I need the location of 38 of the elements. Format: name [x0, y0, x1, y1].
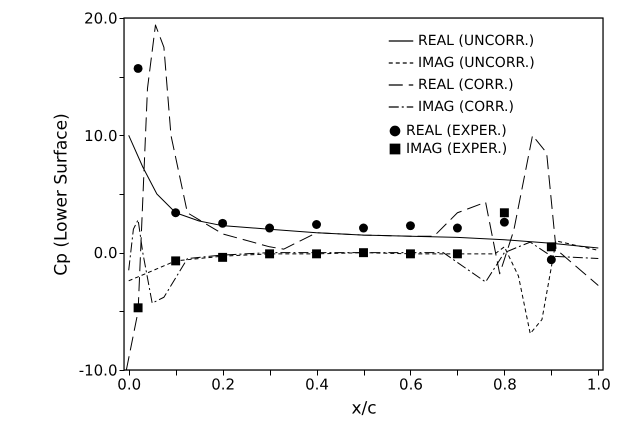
- point: [406, 249, 415, 258]
- point: [134, 303, 143, 312]
- point: [359, 248, 368, 258]
- point: [546, 242, 556, 252]
- point: [265, 224, 274, 232]
- legend-label: IMAG (CORR.): [418, 99, 514, 115]
- point: [312, 249, 322, 258]
- point: [218, 252, 228, 262]
- point: [500, 218, 509, 227]
- point: [171, 256, 180, 266]
- y-tick-label: 10.0: [84, 126, 118, 145]
- point: [406, 221, 415, 230]
- point: [171, 208, 180, 218]
- point: [500, 208, 509, 218]
- y-axis-title: Cp (Lower Surface): [52, 113, 72, 276]
- legend-label: REAL (CORR.): [418, 77, 514, 93]
- point: [452, 224, 462, 232]
- x-tick-label: 0.8: [492, 376, 517, 394]
- x-tick-label: 1.0: [586, 376, 611, 394]
- point: [312, 220, 322, 229]
- y-tick-label: 0.0: [94, 244, 118, 262]
- point: [265, 249, 274, 258]
- point: [359, 224, 368, 232]
- point: [546, 255, 556, 264]
- x-tick-label: 0.4: [305, 376, 329, 394]
- legend-label: REAL (EXPER.): [406, 123, 507, 139]
- legend-label: IMAG (UNCORR.): [418, 55, 535, 71]
- point: [134, 64, 143, 73]
- y-tick-label: 20.0: [84, 10, 118, 28]
- x-tick-label: 0.2: [211, 376, 236, 394]
- x-axis-title: x/c: [351, 398, 377, 418]
- x-tick-label: 0.0: [117, 376, 142, 394]
- x-tick-label: 0.6: [399, 376, 423, 394]
- legend-label: REAL (UNCORR.): [418, 33, 534, 49]
- point: [218, 218, 228, 228]
- point: [452, 249, 462, 258]
- legend-label: IMAG (EXPER.): [406, 141, 508, 157]
- y-tick-label: -10.0: [78, 362, 118, 380]
